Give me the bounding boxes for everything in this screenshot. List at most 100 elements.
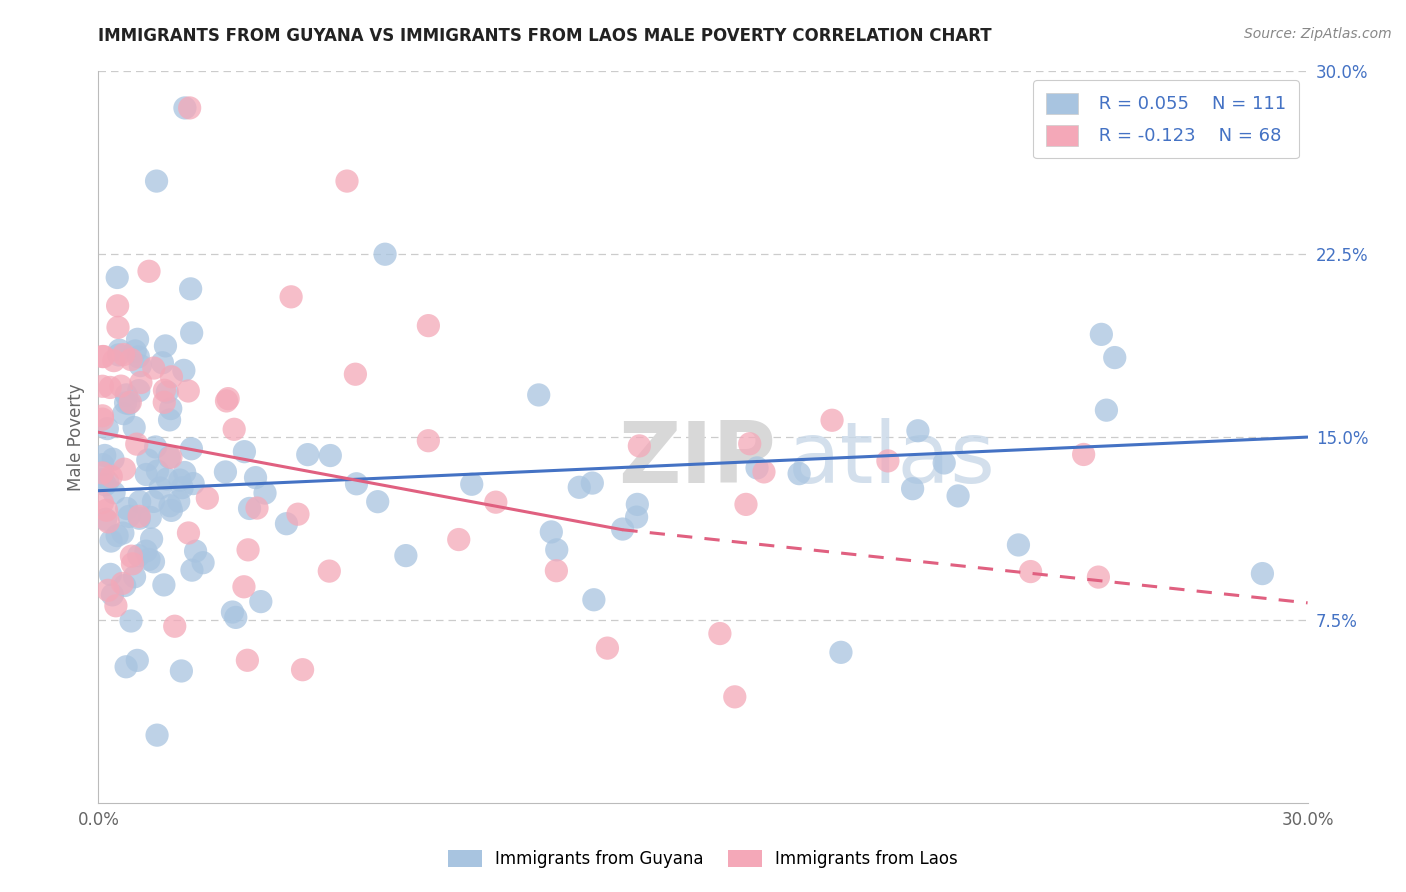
Point	[97, 583, 120, 598]
Point	[91, 496, 114, 510]
Point	[1104, 351, 1126, 365]
Point	[253, 486, 276, 500]
Point	[395, 549, 418, 563]
Point	[107, 299, 129, 313]
Point	[103, 353, 125, 368]
Point	[374, 247, 396, 261]
Point	[129, 359, 152, 373]
Point	[115, 388, 138, 402]
Point	[153, 384, 176, 398]
Point	[91, 473, 114, 487]
Point	[1087, 570, 1109, 584]
Point	[291, 663, 314, 677]
Point	[120, 549, 142, 564]
Point	[184, 544, 207, 558]
Point	[236, 653, 259, 667]
Point	[233, 580, 256, 594]
Point	[122, 420, 145, 434]
Legend: Immigrants from Guyana, Immigrants from Laos: Immigrants from Guyana, Immigrants from …	[441, 843, 965, 875]
Point	[153, 395, 176, 409]
Point	[110, 379, 132, 393]
Point	[129, 376, 152, 390]
Point	[344, 368, 367, 382]
Point	[582, 592, 605, 607]
Point	[540, 524, 562, 539]
Point	[93, 449, 115, 463]
Point	[157, 450, 180, 465]
Point	[287, 507, 309, 521]
Point	[111, 576, 134, 591]
Point	[246, 501, 269, 516]
Point	[100, 469, 122, 483]
Point	[224, 422, 246, 436]
Point	[787, 467, 810, 481]
Point	[596, 641, 619, 656]
Point	[907, 424, 929, 438]
Point	[118, 396, 141, 410]
Point	[112, 347, 135, 361]
Point	[336, 174, 359, 188]
Point	[104, 599, 127, 613]
Point	[156, 472, 179, 486]
Point	[103, 485, 125, 500]
Point	[447, 533, 470, 547]
Point	[107, 320, 129, 334]
Point	[124, 343, 146, 358]
Point	[139, 510, 162, 524]
Point	[159, 499, 181, 513]
Point	[418, 434, 440, 448]
Point	[217, 392, 239, 406]
Point	[628, 439, 651, 453]
Point	[153, 578, 176, 592]
Point	[91, 466, 114, 480]
Point	[97, 515, 120, 529]
Point	[105, 270, 128, 285]
Point	[91, 458, 114, 472]
Point	[108, 343, 131, 358]
Point	[1019, 565, 1042, 579]
Point	[738, 436, 761, 450]
Point	[128, 511, 150, 525]
Point	[181, 476, 204, 491]
Point	[142, 361, 165, 376]
Point	[546, 542, 568, 557]
Point	[191, 556, 214, 570]
Point	[128, 495, 150, 509]
Point	[114, 578, 136, 592]
Point	[125, 437, 148, 451]
Point	[115, 501, 138, 516]
Point	[100, 567, 122, 582]
Point	[821, 413, 844, 427]
Point	[107, 348, 129, 362]
Point	[276, 516, 298, 531]
Point	[101, 588, 124, 602]
Text: ZIP: ZIP	[617, 417, 776, 500]
Point	[527, 388, 550, 402]
Point	[96, 421, 118, 435]
Point	[745, 461, 768, 475]
Point	[98, 380, 121, 394]
Point	[159, 413, 181, 427]
Point	[250, 594, 273, 608]
Point	[1073, 447, 1095, 461]
Point	[128, 549, 150, 563]
Text: Source: ZipAtlas.com: Source: ZipAtlas.com	[1244, 27, 1392, 41]
Point	[173, 363, 195, 377]
Point	[319, 449, 342, 463]
Point	[238, 501, 260, 516]
Point	[546, 564, 568, 578]
Point	[120, 395, 142, 409]
Point	[1251, 566, 1274, 581]
Point	[245, 470, 267, 484]
Point	[114, 396, 136, 410]
Point	[146, 464, 169, 478]
Point	[215, 393, 238, 408]
Point	[94, 512, 117, 526]
Point	[280, 290, 302, 304]
Point	[142, 555, 165, 569]
Point	[877, 454, 900, 468]
Legend:  R = 0.055    N = 111,  R = -0.123    N = 68: R = 0.055 N = 111, R = -0.123 N = 68	[1033, 80, 1299, 158]
Point	[172, 481, 194, 495]
Point	[121, 557, 143, 571]
Point	[177, 384, 200, 398]
